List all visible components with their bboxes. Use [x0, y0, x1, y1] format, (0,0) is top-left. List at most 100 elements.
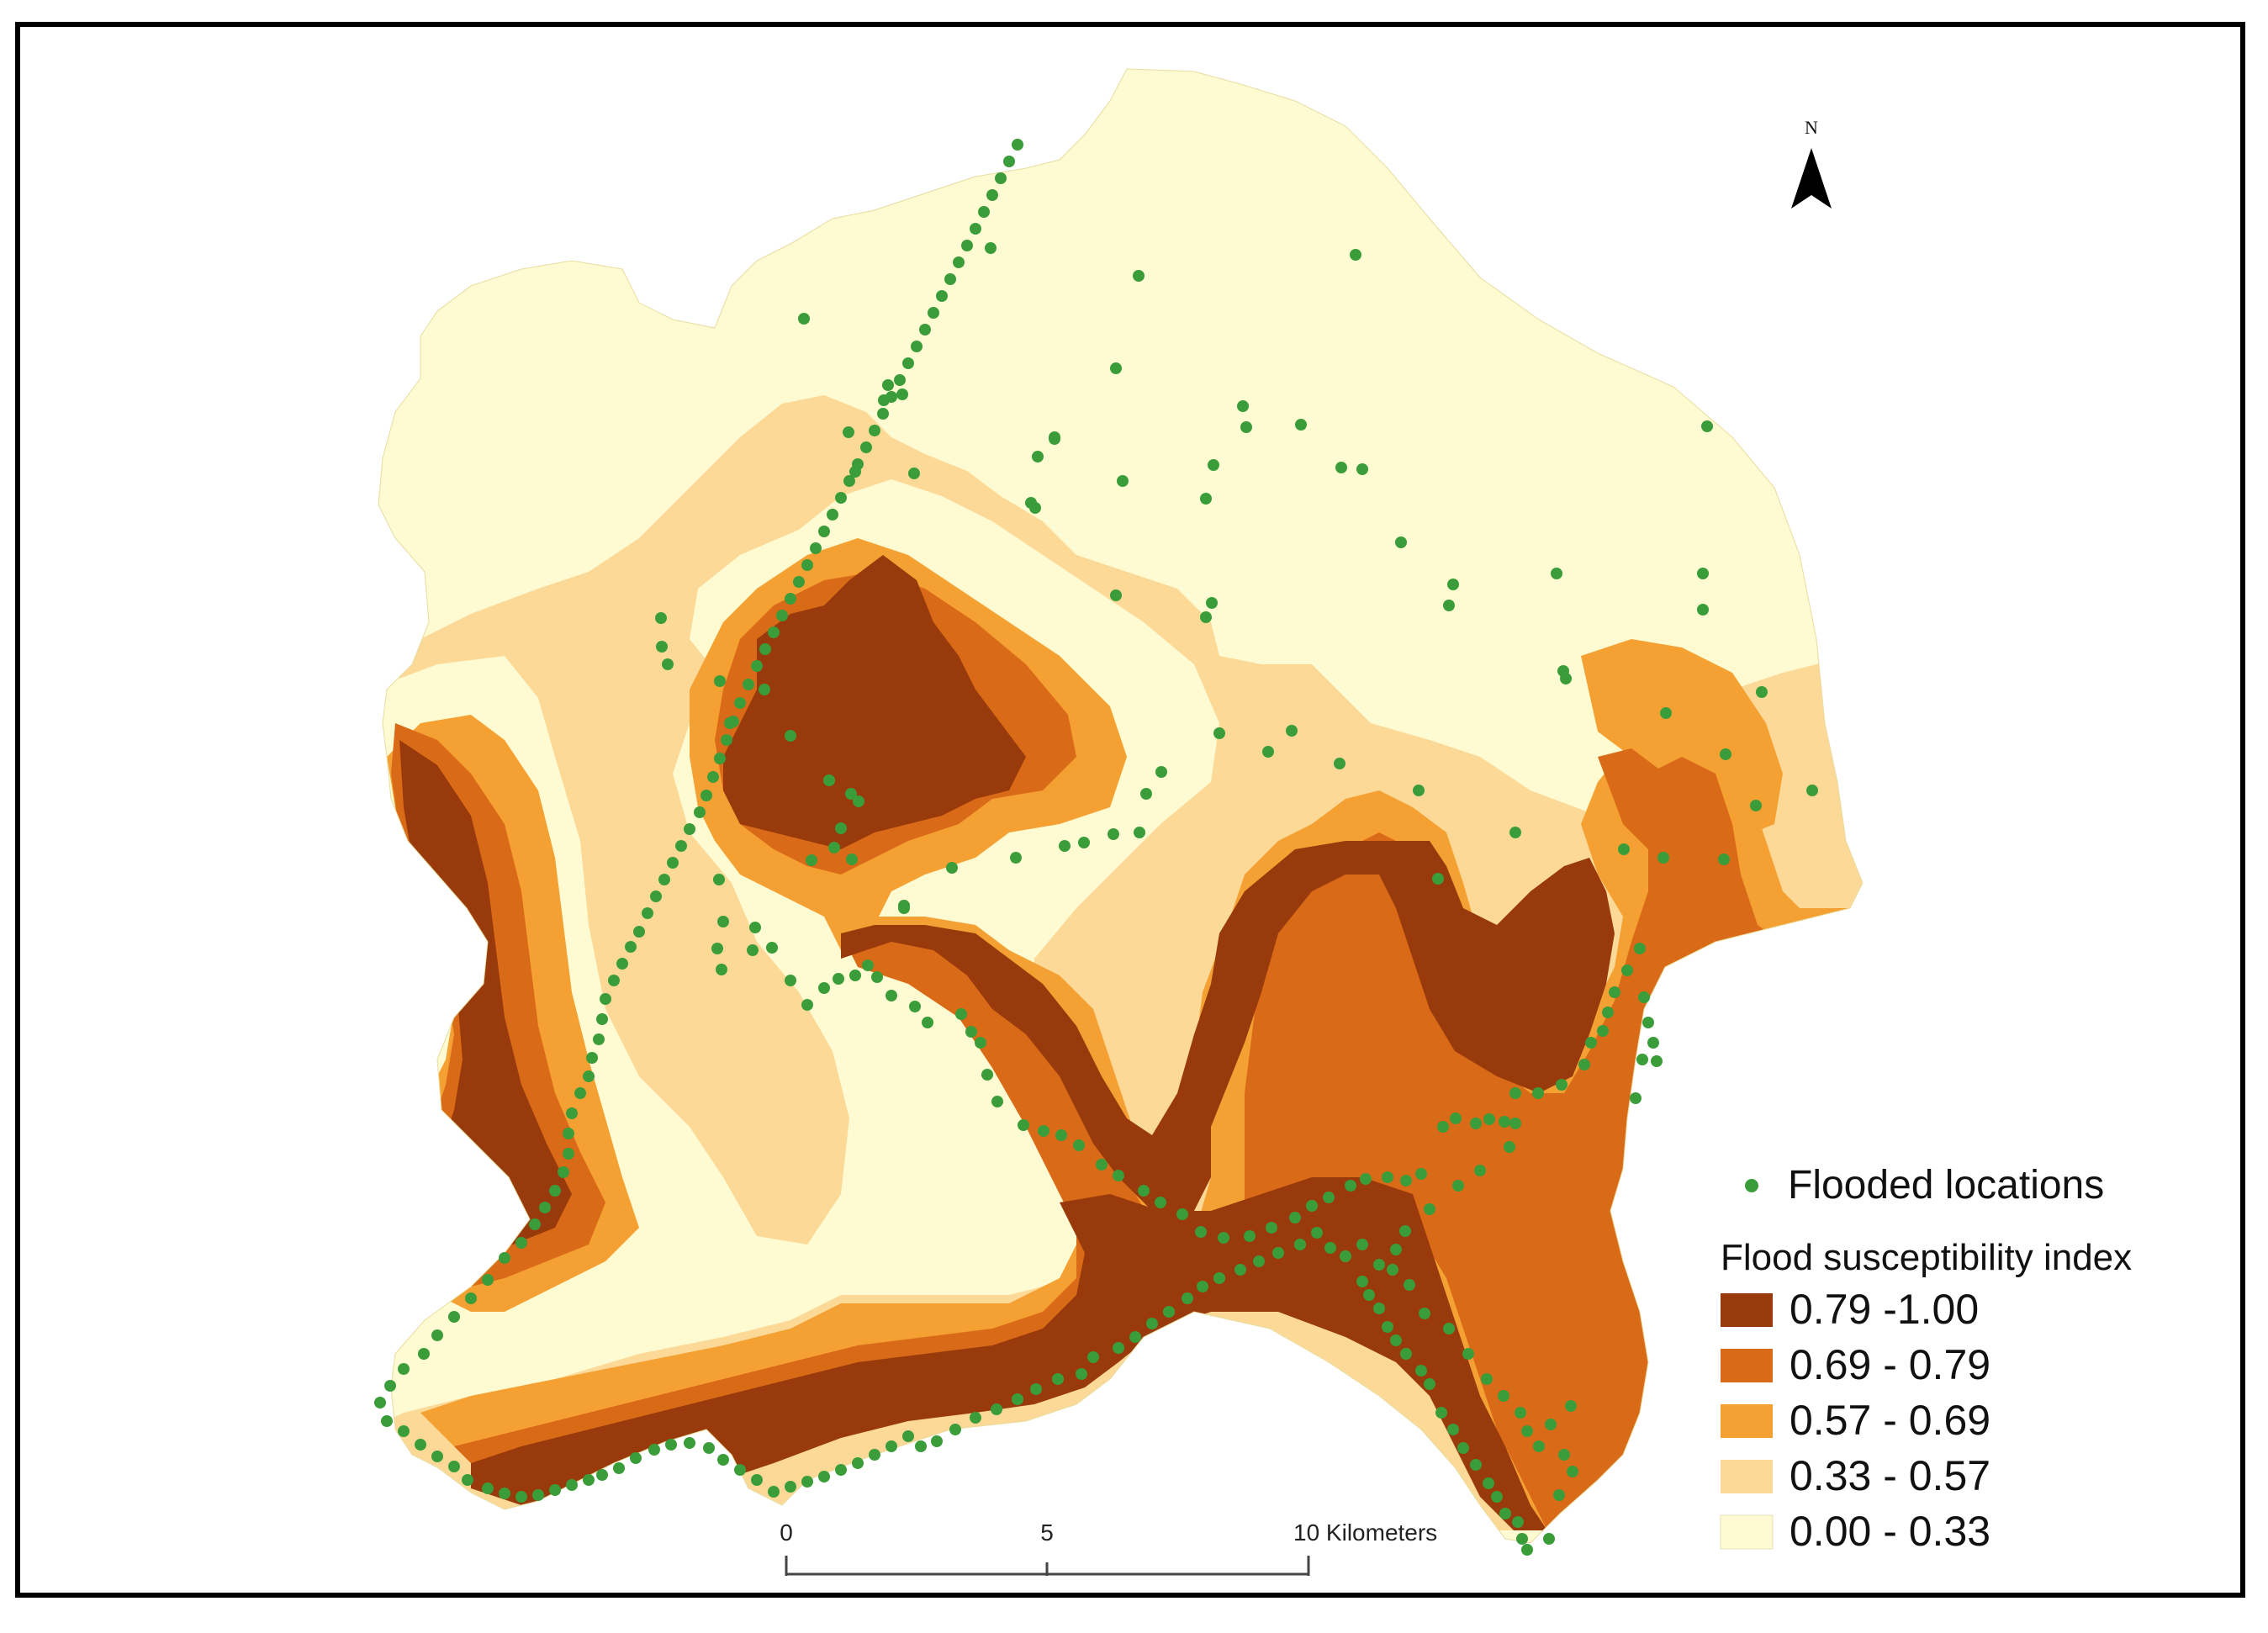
- flooded-location-point: [1509, 827, 1521, 838]
- flooded-location-point: [975, 1037, 986, 1049]
- flooded-location-point: [1481, 1373, 1493, 1385]
- flooded-location-point: [886, 1440, 897, 1452]
- flooded-location-point: [1424, 1203, 1435, 1215]
- flooded-location-point: [1697, 568, 1709, 579]
- flooded-location-point: [1413, 785, 1425, 796]
- north-arrow-icon: [1791, 148, 1811, 209]
- flooded-location-point: [1390, 1334, 1402, 1346]
- flooded-location-point: [539, 1202, 551, 1213]
- flooded-location-point: [1720, 748, 1731, 760]
- flooded-location-point: [1499, 1508, 1511, 1519]
- flooded-location-point: [1452, 1180, 1464, 1192]
- flooded-location-point: [1395, 536, 1407, 548]
- flooded-location-point: [1521, 1544, 1533, 1556]
- flooded-location-point: [727, 716, 739, 727]
- flooded-location-point: [1323, 1192, 1335, 1203]
- flooded-location-point: [853, 795, 864, 807]
- flooded-location-point: [915, 1440, 927, 1452]
- flooded-location-point: [1400, 1348, 1412, 1360]
- flooded-location-point: [1470, 1118, 1482, 1129]
- flooded-location-point: [759, 684, 770, 695]
- legend-title: Flood susceptibility index: [1721, 1237, 2132, 1278]
- flooded-location-point: [482, 1274, 494, 1286]
- legend-class-2: 0.57 - 0.69: [1790, 1397, 1990, 1444]
- flooded-location-point: [823, 774, 835, 786]
- flooded-location-point: [1356, 1276, 1368, 1287]
- flooded-location-point: [1076, 1368, 1087, 1380]
- flooded-location-point: [1516, 1533, 1528, 1545]
- legend-swatch-1: [1721, 1349, 1773, 1382]
- legend-swatch-4: [1720, 1514, 1774, 1550]
- flooded-location-point: [801, 999, 813, 1011]
- flooded-location-point: [869, 425, 880, 436]
- flooded-location-point: [717, 916, 729, 927]
- flooded-location-point: [776, 610, 788, 621]
- flooded-location-point: [1462, 1348, 1474, 1360]
- flooded-location-point: [1078, 837, 1090, 848]
- flooded-location-point: [1806, 785, 1818, 796]
- flooded-location-point: [1533, 1440, 1545, 1452]
- flooded-location-point: [1253, 1255, 1265, 1267]
- flooded-location-point: [515, 1237, 527, 1249]
- flooded-point-symbol: [1745, 1179, 1758, 1192]
- flooded-location-point: [1642, 1017, 1654, 1028]
- flooded-location-point: [465, 1292, 477, 1304]
- flooded-location-point: [835, 1464, 847, 1476]
- flooded-location-point: [1218, 1232, 1229, 1244]
- flooded-location-point: [1447, 579, 1459, 590]
- flooded-location-point: [667, 857, 679, 869]
- flooded-location-point: [1545, 1419, 1557, 1430]
- flooded-location-point: [1390, 1244, 1402, 1255]
- flooded-location-point: [1286, 725, 1298, 737]
- flooded-location-point: [946, 862, 958, 874]
- flooded-location-point: [642, 907, 653, 919]
- flooded-location-point: [633, 926, 645, 938]
- flooded-location-point: [785, 593, 796, 605]
- flooded-location-point: [1630, 1092, 1642, 1104]
- flooded-location-point: [1424, 1378, 1435, 1390]
- flooded-location-point: [608, 975, 620, 986]
- flooded-location-point: [1387, 1264, 1398, 1276]
- flooded-location-point: [1602, 1007, 1614, 1018]
- flooded-location-point: [1504, 1141, 1515, 1153]
- north-label: N: [1805, 117, 1818, 138]
- flooded-location-point: [398, 1363, 410, 1375]
- flooded-location-point: [1010, 852, 1022, 864]
- flooded-location-point: [1638, 991, 1650, 1003]
- flooded-location-point: [849, 970, 861, 981]
- flooded-location-point: [684, 823, 695, 835]
- flooded-location-point: [1404, 1279, 1415, 1291]
- flooded-location-point: [684, 1437, 695, 1449]
- flooded-location-point: [898, 902, 910, 914]
- flooded-location-point: [1450, 1112, 1462, 1124]
- flooded-location-point: [801, 559, 813, 571]
- flooded-location-point: [922, 1017, 933, 1028]
- flooded-location-point: [869, 1449, 880, 1461]
- flooded-location-point: [1651, 1055, 1663, 1067]
- flooded-location-point: [1117, 475, 1129, 487]
- flooded-location-point: [931, 1435, 943, 1447]
- legend-swatch-3: [1721, 1460, 1773, 1493]
- flooded-location-point: [1234, 1264, 1246, 1276]
- flooded-location-point: [1155, 1197, 1166, 1208]
- scale-tick-10: 10 Kilometers: [1293, 1519, 1437, 1546]
- flooded-location-point: [911, 341, 923, 352]
- flooded-location-point: [1447, 1424, 1459, 1435]
- flooded-location-point: [785, 1481, 796, 1493]
- flooded-location-point: [448, 1311, 460, 1323]
- flooded-location-point: [1345, 1180, 1356, 1192]
- flooded-location-point: [785, 975, 796, 986]
- flooded-location-point: [734, 1464, 746, 1476]
- flooded-location-point: [1138, 1185, 1150, 1197]
- flooded-location-point: [1491, 1491, 1503, 1503]
- flooded-location-point: [743, 679, 754, 690]
- flooded-location-point: [818, 982, 830, 994]
- flooded-location-point: [1660, 707, 1672, 719]
- flooded-location-point: [1532, 1087, 1544, 1099]
- flooded-location-point: [1208, 459, 1219, 471]
- flooded-location-point: [981, 1069, 993, 1081]
- flooded-location-point: [801, 1476, 813, 1488]
- flooded-location-point: [1356, 463, 1368, 475]
- flooded-location-point: [1499, 1116, 1510, 1128]
- flooded-location-point: [717, 1454, 729, 1466]
